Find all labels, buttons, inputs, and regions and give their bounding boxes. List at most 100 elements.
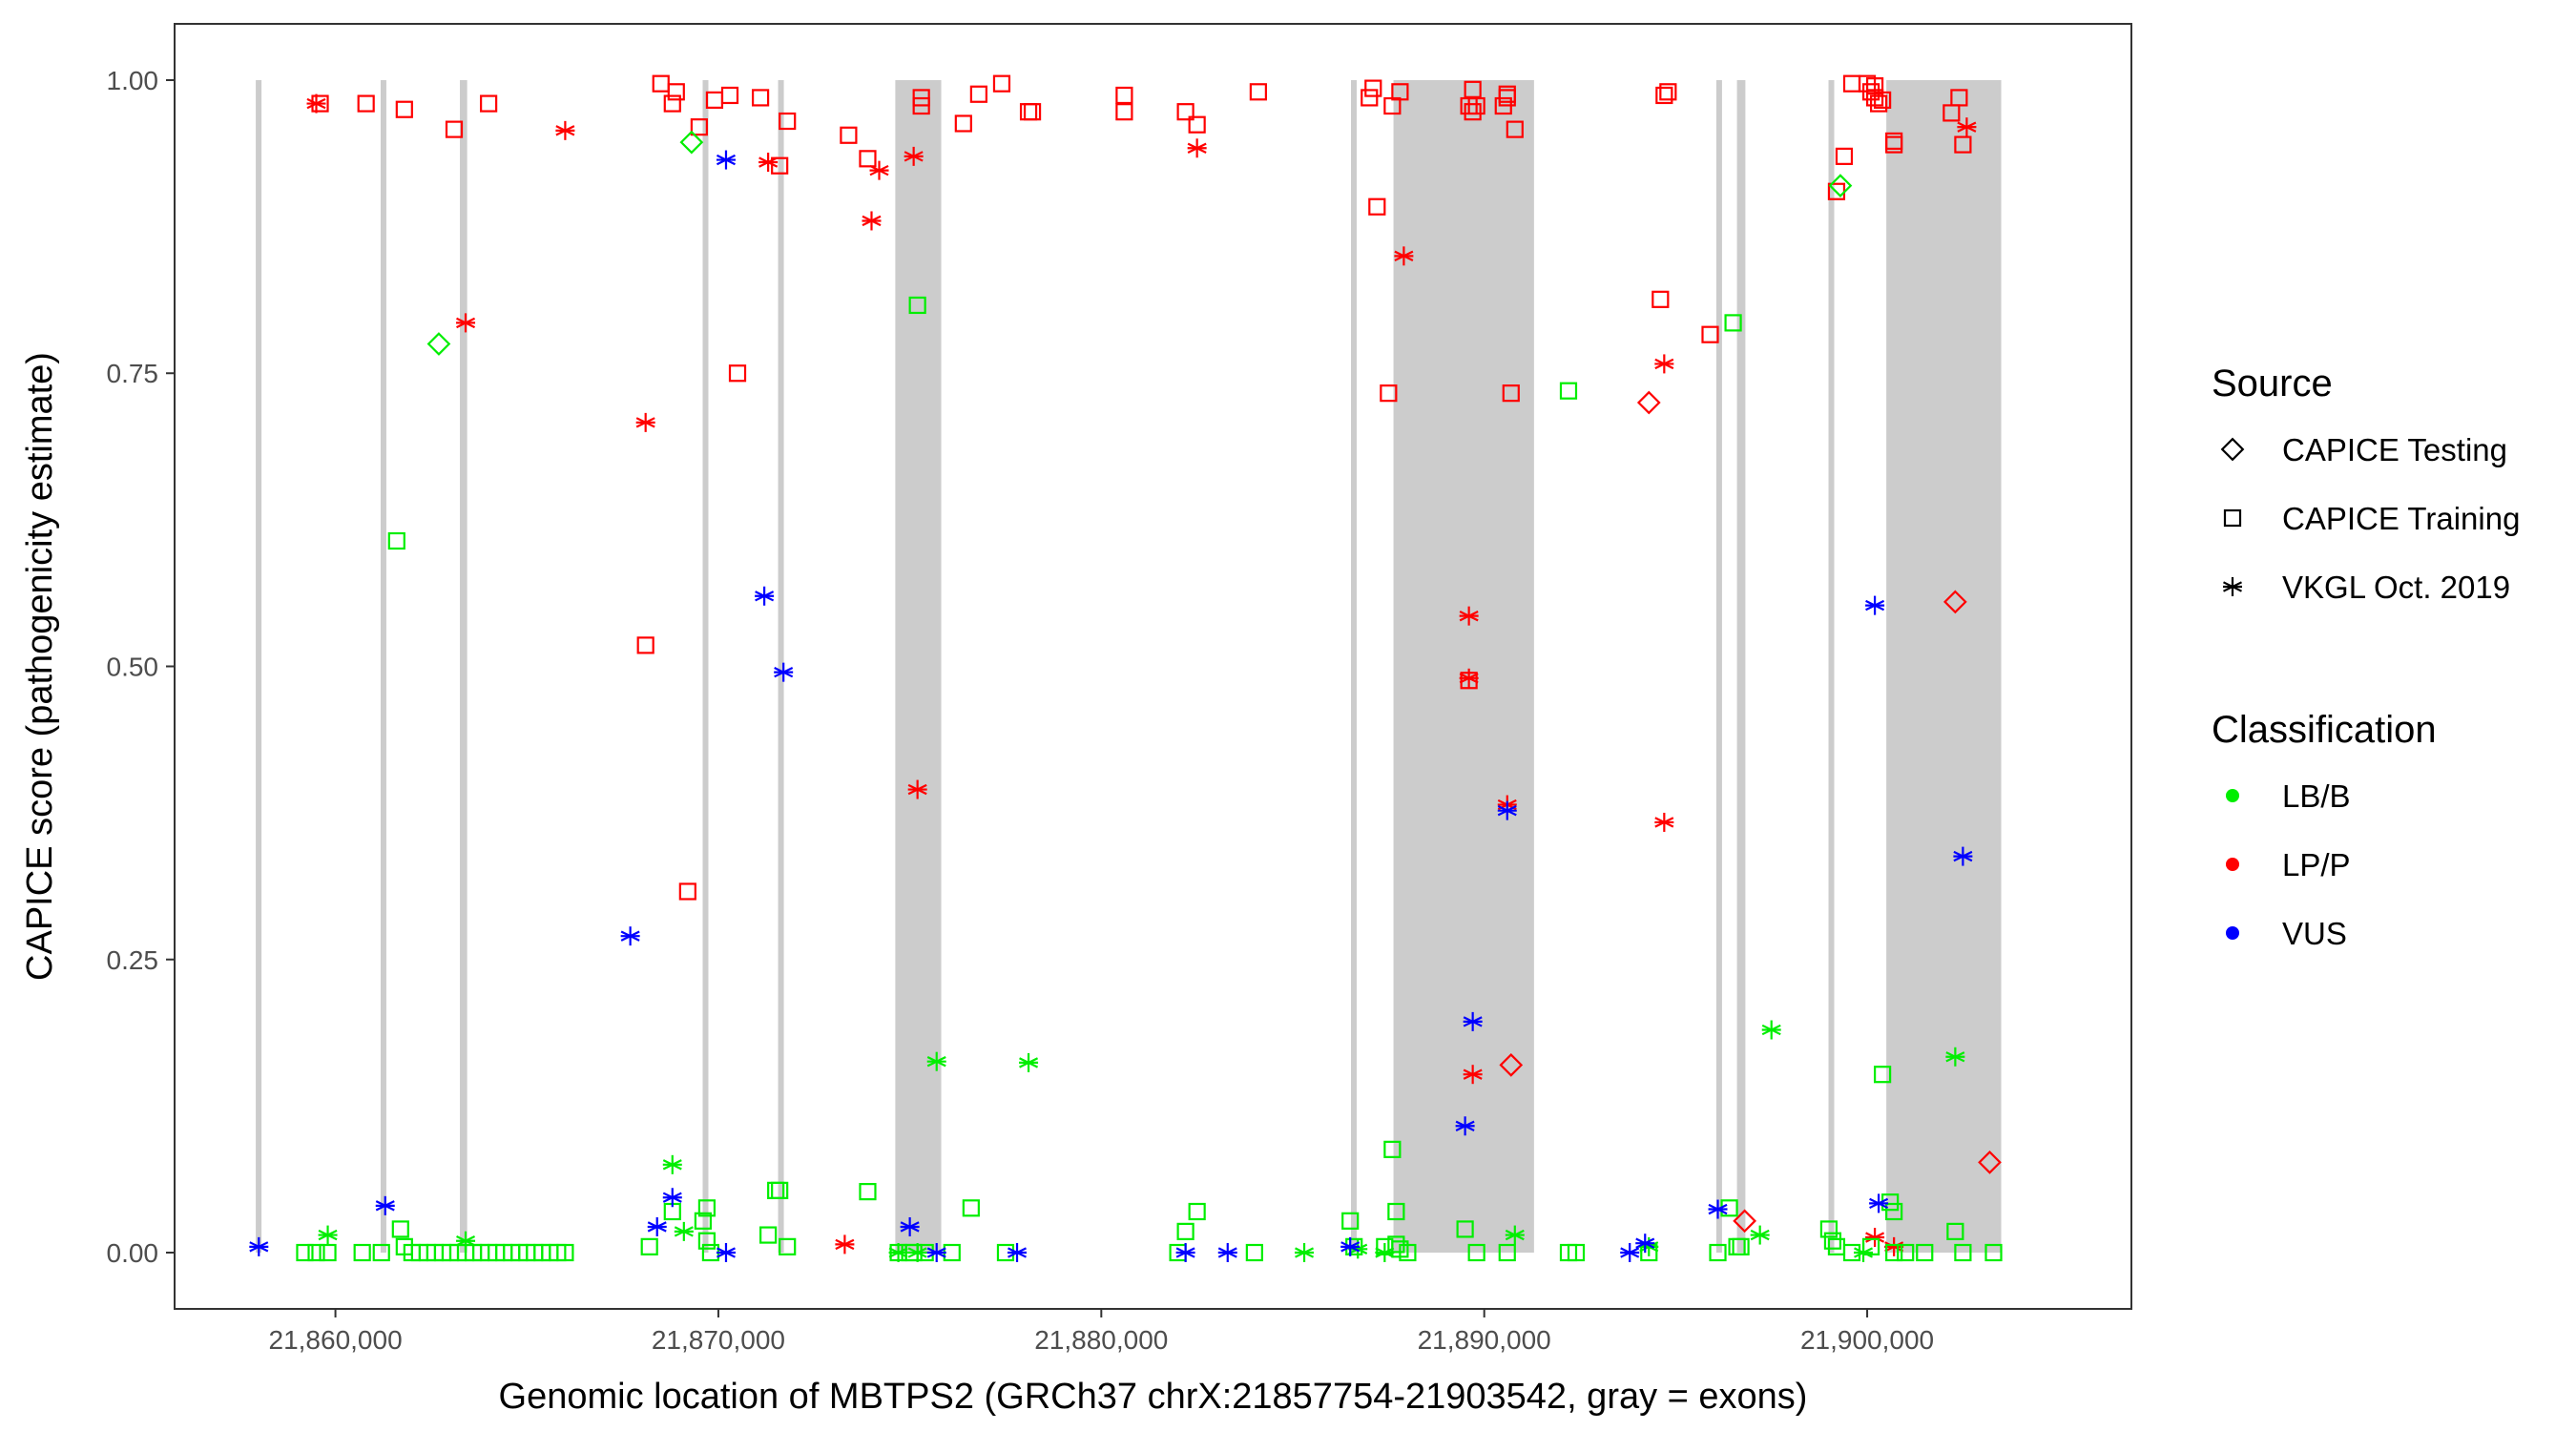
data-point [1652, 290, 1670, 308]
data-point [1008, 1243, 1028, 1263]
data-point [391, 1220, 409, 1238]
data-point [1506, 120, 1524, 138]
data-point [859, 1182, 877, 1201]
legend-source-label: CAPICE Training [2282, 501, 2520, 536]
data-point [908, 296, 926, 315]
exon-band [1736, 79, 1746, 1254]
y-tick-label: 1.00 [107, 66, 159, 95]
data-point [1945, 1047, 1965, 1067]
legend-source-items: CAPICE Testing CAPICE Training VKGL Oct. 2… [2220, 432, 2520, 605]
exon-band [380, 79, 386, 1254]
data-point [1188, 1202, 1206, 1221]
data-point [1950, 89, 1968, 107]
data-point [1456, 1220, 1474, 1238]
data-point [1854, 1243, 1874, 1263]
legend-classification-title: Classification [2212, 709, 2437, 751]
data-point [319, 1243, 337, 1262]
x-tick-label: 21,880,000 [1034, 1325, 1168, 1355]
data-point [674, 1221, 694, 1241]
data-point [1823, 1232, 1842, 1250]
data-point [1874, 1066, 1892, 1084]
data-point [926, 1243, 946, 1263]
data-point [720, 86, 739, 105]
data-point [1708, 1199, 1728, 1219]
legend-key-dot [2226, 926, 2239, 940]
data-point [1636, 390, 1661, 415]
data-point [1869, 94, 1888, 113]
data-point [1498, 85, 1516, 103]
legend-classification-items: LB/B LP/P VUS [2226, 778, 2351, 951]
data-point [1885, 1202, 1903, 1221]
legend-key-asterisk [2223, 577, 2242, 596]
data-point [1459, 606, 1479, 626]
data-point [954, 114, 972, 133]
data-point [306, 93, 326, 114]
data-point [1954, 1243, 1972, 1262]
data-point [1732, 1237, 1750, 1255]
y-axis-title: CAPICE score (pathogenicity estimate) [20, 352, 60, 981]
data-point [779, 1237, 797, 1255]
exon-band [1351, 79, 1358, 1254]
exon-band [1715, 79, 1722, 1254]
data-point [1635, 1234, 1655, 1254]
data-point [728, 364, 747, 383]
data-point [859, 150, 877, 168]
data-point [456, 1231, 476, 1251]
data-point [907, 779, 927, 799]
data-point [1176, 1222, 1195, 1240]
exon-bands [256, 79, 2002, 1254]
data-point [307, 1243, 325, 1262]
data-point [1464, 80, 1482, 98]
y-axis: 0.00 0.25 0.50 0.75 1.00 [107, 66, 175, 1268]
x-tick-label: 21,890,000 [1418, 1325, 1551, 1355]
data-point [912, 96, 930, 115]
legend-source-label: CAPICE Testing [2282, 432, 2507, 467]
data-point [1984, 1243, 2003, 1262]
exon-band [1393, 79, 1534, 1254]
legend-classification-item: LB/B [2226, 778, 2351, 814]
data-point [663, 94, 681, 113]
data-point [1341, 1212, 1360, 1230]
data-point [1375, 1243, 1395, 1263]
data-point [1023, 103, 1042, 121]
data-point [758, 153, 779, 173]
legend-source-item: CAPICE Testing [2220, 432, 2507, 467]
data-point [456, 313, 476, 333]
data-point [771, 1181, 789, 1199]
legend-key-dot [2226, 789, 2239, 802]
data-point [1467, 96, 1485, 115]
legend-source-item: CAPICE Training [2223, 501, 2520, 536]
data-point [1176, 103, 1195, 121]
data-point [1835, 147, 1854, 165]
data-point [640, 1237, 658, 1255]
data-point [1943, 590, 1967, 614]
x-tick-label: 21,870,000 [652, 1325, 785, 1355]
data-point [1463, 1011, 1483, 1031]
data-point [1957, 117, 1977, 137]
data-point [1380, 384, 1398, 403]
data-point [1655, 86, 1673, 105]
data-point [1187, 138, 1207, 158]
legend: Source Classification CAPICE Testing CAPI… [2212, 363, 2520, 951]
legend-classification-item: LP/P [2226, 847, 2351, 882]
legend-source-title: Source [2212, 363, 2333, 404]
data-point [1387, 1202, 1405, 1221]
data-point [1497, 800, 1517, 820]
data-point [296, 1243, 314, 1262]
data-point [1019, 1052, 1039, 1072]
data-point [1340, 1236, 1361, 1256]
data-point [249, 1236, 269, 1256]
data-point [1620, 1243, 1640, 1263]
data-point [1869, 1193, 1889, 1213]
data-point [697, 1199, 717, 1217]
exon-band [256, 79, 262, 1254]
data-point [556, 1243, 574, 1262]
legend-key-dot [2226, 858, 2239, 871]
exon-band [1886, 79, 2002, 1254]
data-point [1761, 1020, 1781, 1040]
y-tick-label: 0.75 [107, 359, 159, 388]
exon-band [895, 79, 942, 1254]
data-point [555, 120, 575, 140]
data-point [779, 112, 797, 131]
